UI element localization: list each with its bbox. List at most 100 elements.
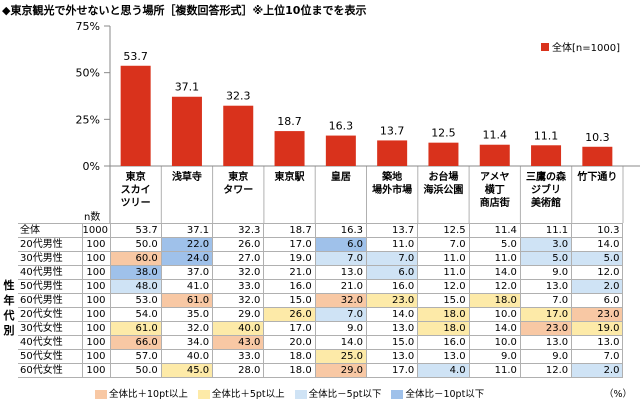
table-cell: 5.0 — [519, 251, 573, 266]
table-cell: 13.0 — [314, 265, 367, 280]
table-row: 40代女性 100 66.0 34.0 43.0 20.0 14.0 15.0 16.0 10.0… — [0, 335, 624, 350]
table-cell: 50.0 — [109, 363, 162, 378]
table-cell: 43.0 — [212, 335, 265, 350]
row-label: 30代男性 — [18, 251, 83, 266]
table-cell: 17.0 — [263, 321, 316, 336]
category-label: ジブリ — [531, 183, 561, 196]
legend-item: 全体比＋5pt以上 — [197, 386, 285, 400]
table-cell: 15.0 — [263, 293, 316, 308]
table-cell: 16.3 — [314, 223, 367, 238]
table-cell: 17.0 — [519, 307, 573, 322]
row-n: 100 — [82, 349, 111, 364]
legend-swatch — [391, 390, 404, 399]
table-cell: 40.0 — [212, 321, 265, 336]
category-label: 浅草寺 — [172, 170, 202, 183]
legend-item: 全体比－10pt以下 — [391, 386, 484, 400]
page-title: ◆東京観光で外せないと思う場所［複数回答形式］※上位10位までを表示 — [2, 4, 367, 17]
legend-label: 全体比＋10pt以上 — [109, 389, 188, 400]
row-n: 100 — [82, 251, 111, 266]
category-label: ツリー — [121, 197, 151, 209]
row-n: 100 — [82, 293, 111, 308]
table-cell: 45.0 — [160, 363, 214, 378]
category-label: 海浜公園 — [423, 183, 463, 196]
row-label: 50代男性 — [18, 279, 83, 294]
table-cell: 13.0 — [417, 349, 470, 364]
table-cell: 11.0 — [365, 237, 419, 252]
table-cell: 13.0 — [519, 279, 573, 294]
data-label: 13.7 — [380, 124, 405, 137]
bar — [171, 96, 202, 166]
data-label: 16.3 — [329, 120, 354, 133]
row-n: 100 — [82, 237, 111, 252]
table-cell: 18.7 — [263, 223, 316, 238]
table-row: 60代男性 100 53.0 61.0 32.0 15.0 32.0 23.0 15.0 18.0… — [0, 293, 624, 308]
data-label: 11.4 — [483, 129, 508, 142]
table-cell: 9.0 — [519, 265, 573, 280]
table-cell: 26.0 — [263, 307, 316, 322]
table-cell: 12.0 — [468, 279, 521, 294]
legend-label: 全体比＋5pt以上 — [211, 389, 285, 400]
bar — [120, 65, 151, 166]
table-cell: 21.0 — [314, 279, 367, 294]
table-cell: 29.0 — [314, 363, 367, 378]
table-cell: 15.0 — [365, 335, 419, 350]
data-label: 10.3 — [585, 131, 610, 144]
table-cell: 33.0 — [212, 349, 265, 364]
table-cell: 21.0 — [263, 265, 316, 280]
table-cell: 11.0 — [417, 251, 470, 266]
table-cell: 48.0 — [109, 279, 162, 294]
data-label: 18.7 — [277, 115, 302, 128]
table-row: 30代男性 100 60.0 24.0 27.0 19.0 7.0 7.0 11.0 11.0 5.… — [0, 251, 624, 266]
row-n: 100 — [82, 363, 111, 378]
category-label: 竹下通り — [576, 170, 617, 183]
row-label: 全体 — [18, 223, 83, 238]
table-cell: 13.0 — [519, 335, 573, 350]
category-label: スカイ — [121, 184, 151, 196]
table-cell: 32.0 — [212, 293, 265, 308]
bar — [582, 146, 613, 166]
table-cell: 53.7 — [109, 223, 162, 238]
category-label: タワー — [223, 184, 253, 196]
table-cell: 11.0 — [468, 363, 521, 378]
category-label: 皇居 — [331, 170, 351, 183]
table-cell: 18.0 — [263, 349, 316, 364]
row-label: 40代女性 — [18, 335, 83, 350]
table-cell: 54.0 — [109, 307, 162, 322]
table-row: 60代女性 100 50.0 45.0 28.0 18.0 29.0 17.0 4.0 11.0 1… — [0, 363, 624, 378]
table-cell: 14.0 — [314, 335, 367, 350]
table-cell: 14.0 — [468, 265, 521, 280]
table-cell: 23.0 — [519, 321, 573, 336]
table-cell: 18.0 — [263, 363, 316, 378]
legend-label: 全体[n=1000] — [552, 41, 620, 54]
table-cell: 27.0 — [212, 251, 265, 266]
table-cell: 9.0 — [468, 349, 521, 364]
table-cell: 37.1 — [160, 223, 214, 238]
table-row: 性年代別 20代男性 100 50.0 22.0 26.0 17.0 6.0 11.0 7.0 5.… — [0, 237, 624, 337]
table-cell: 23.0 — [365, 293, 419, 308]
legend-swatch — [294, 390, 307, 399]
table-cell: 25.0 — [314, 349, 367, 364]
table-row: 20代女性 100 54.0 35.0 29.0 26.0 7.0 14.0 18.0 10.0 1… — [0, 307, 624, 322]
legend-swatch — [197, 390, 210, 399]
table-cell: 23.0 — [571, 307, 624, 322]
category-label: 三鷹の森 — [526, 170, 567, 183]
data-label: 37.1 — [175, 81, 200, 94]
row-n: 100 — [82, 265, 111, 280]
table-cell: 35.0 — [160, 307, 214, 322]
category-label: お台場 — [428, 170, 458, 183]
row-n: 100 — [82, 307, 111, 322]
table-cell: 17.0 — [263, 237, 316, 252]
table-cell: 32.0 — [212, 265, 265, 280]
table-cell: 14.0 — [571, 237, 624, 252]
bar — [325, 135, 356, 166]
table-cell: 19.0 — [571, 321, 624, 336]
table-cell: 28.0 — [212, 363, 265, 378]
row-label: 60代男性 — [18, 293, 83, 308]
row-label: 40代男性 — [18, 265, 83, 280]
table-cell: 13.0 — [571, 335, 624, 350]
row-label: 50代女性 — [18, 349, 83, 364]
table-cell: 7.0 — [365, 251, 419, 266]
table-cell: 10.0 — [468, 307, 521, 322]
table-row: 50代女性 100 57.0 40.0 33.0 18.0 25.0 13.0 13.0 9.0 9… — [0, 349, 624, 364]
